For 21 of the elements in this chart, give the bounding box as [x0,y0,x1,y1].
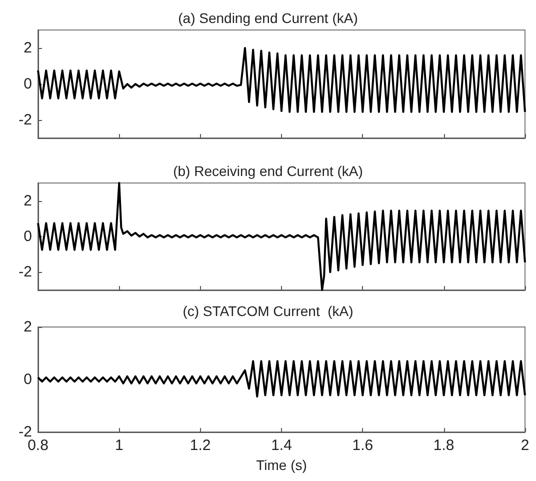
line-series [37,47,526,113]
chart-title: (a) Sending end Current (kA) [178,10,358,26]
y-tick-label: 0 [24,76,32,92]
y-tick-label: 2 [24,192,32,210]
chart-title: (c) STATCOM Current (kA) [182,303,354,319]
y-tick-label: 0 [24,228,32,245]
y-tick-label: -2 [18,112,32,128]
chart-title: (b) Receiving end Current (kA) [173,163,363,179]
x-axis-title: Time (s) [256,456,307,473]
x-tick-label: 1.4 [271,437,292,454]
x-tick-label: 1.2 [190,437,211,454]
line-series [37,182,526,291]
y-tick-label: 0 [24,371,32,388]
y-tick-label: 2 [24,318,32,336]
x-tick-label: 1 [114,437,124,454]
x-tick-label: 1.6 [352,437,374,454]
y-tick-label: 2 [24,40,32,56]
line-series [37,360,526,398]
y-tick-label: -2 [18,264,32,281]
x-tick-label: 1.8 [433,437,454,454]
x-tick-label: 2 [520,437,530,454]
